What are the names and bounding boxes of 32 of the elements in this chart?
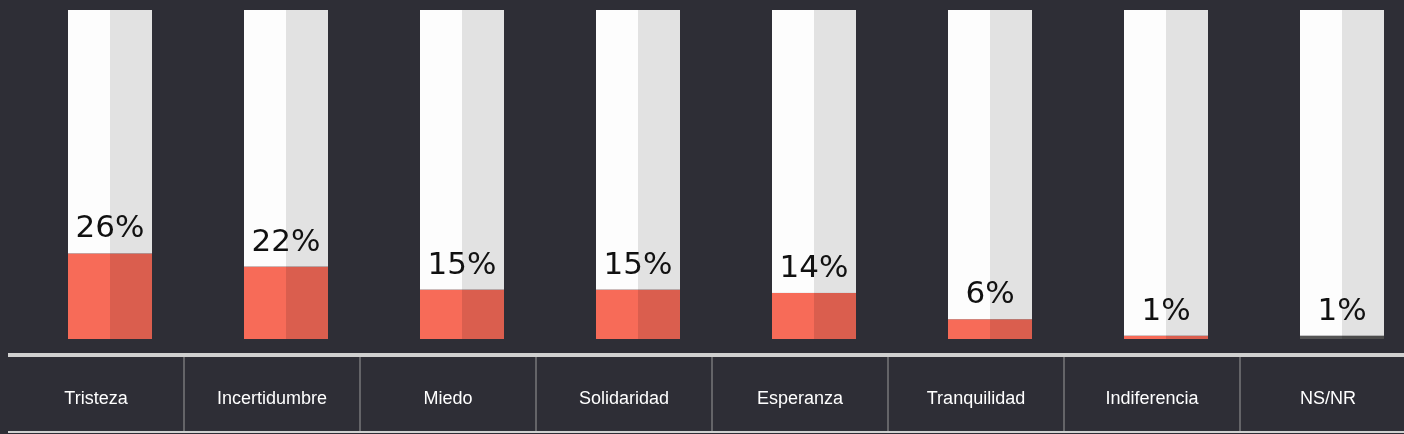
bar (596, 289, 680, 339)
data-label: 22% (251, 221, 321, 258)
data-label: 15% (427, 244, 497, 281)
x-tick-label: Tranquilidad (926, 388, 1026, 408)
bar (772, 292, 856, 339)
x-tick-label: Indiferencia (1105, 388, 1200, 408)
bar (1124, 335, 1208, 339)
x-tick-label: Esperanza (756, 388, 845, 408)
x-tick-label: Miedo (423, 388, 473, 408)
bar (420, 289, 504, 339)
data-label: 1% (1141, 290, 1191, 327)
bar (1124, 10, 1208, 336)
bar (772, 10, 856, 293)
data-label: 1% (1317, 290, 1367, 327)
bar (68, 10, 152, 254)
bar (1300, 10, 1384, 336)
x-tick-label: Tristeza (64, 388, 129, 408)
bar (1300, 335, 1384, 339)
data-label: 14% (779, 247, 849, 284)
x-tick-label: Solidaridad (578, 388, 670, 408)
bar (244, 266, 328, 339)
bar (948, 319, 1032, 339)
x-tick-label: Incertidumbre (216, 388, 328, 408)
x-tick-label: NS/NR (1299, 388, 1357, 408)
bar (244, 10, 328, 267)
data-label: 6% (965, 274, 1015, 311)
data-label: 15% (603, 244, 673, 281)
bar (596, 10, 680, 290)
data-label: 26% (75, 208, 145, 245)
bar (948, 10, 1032, 320)
bar (68, 253, 152, 339)
bar (420, 10, 504, 290)
